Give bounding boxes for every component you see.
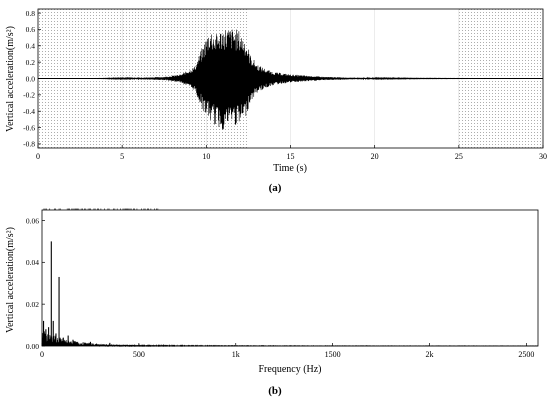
noise-trace bbox=[41, 331, 539, 348]
y-tick-label: 0.02 bbox=[26, 300, 39, 309]
y-tick-label: -0.6 bbox=[23, 123, 35, 132]
x-tick-label: 0 bbox=[36, 152, 40, 161]
y-tick-label: 0.6 bbox=[26, 25, 36, 34]
x-tick-label: 10 bbox=[202, 152, 210, 161]
x-tick-label: 30 bbox=[539, 152, 547, 161]
x-axis-label: Frequency (Hz) bbox=[258, 364, 321, 375]
x-tick-label: 20 bbox=[371, 152, 379, 161]
chart-a: 0 5 10 15 20 25 30 -0.8 -0.6 -0.4 -0.2 0.0 0.2 0.4 0.… bbox=[5, 8, 547, 194]
x-tick-label: 500 bbox=[133, 350, 145, 359]
plot-frame bbox=[41, 209, 539, 347]
x-tick-label: 2500 bbox=[518, 350, 534, 359]
y-tick-label: 0.06 bbox=[26, 216, 39, 225]
y-tick-label: 0.04 bbox=[26, 258, 39, 267]
spectrum-peaks bbox=[42, 241, 140, 346]
y-tick-label: -0.4 bbox=[23, 107, 35, 116]
x-axis-label: Time (s) bbox=[273, 163, 307, 174]
y-axis-ticks: 0.00 0.02 0.04 0.06 bbox=[26, 216, 45, 351]
y-axis-label: Vertical acceleration(m/s²) bbox=[5, 227, 16, 333]
x-tick-label: 25 bbox=[455, 152, 463, 161]
x-tick-label: 1500 bbox=[325, 350, 341, 359]
y-axis-ticks: -0.8 -0.6 -0.4 -0.2 0.0 0.2 0.4 0.6 0.8 bbox=[23, 9, 41, 149]
y-tick-label: 0.2 bbox=[26, 58, 36, 67]
x-tick-label: 0 bbox=[40, 350, 44, 359]
x-tick-label: 5 bbox=[120, 152, 124, 161]
y-tick-label: 0.8 bbox=[26, 9, 36, 18]
panel-label: (b) bbox=[268, 385, 282, 397]
y-tick-label: 0.0 bbox=[26, 74, 36, 83]
x-axis-ticks: 0 500 1k 1500 2k 2500 bbox=[40, 343, 534, 359]
y-tick-label: -0.2 bbox=[23, 91, 35, 100]
x-tick-label: 15 bbox=[287, 152, 295, 161]
chart-b: 0 500 1k 1500 2k 2500 0.00 0.02 0.04 0.06 Freque… bbox=[5, 208, 539, 397]
panel-label: (a) bbox=[269, 182, 282, 194]
x-tick-label: 1k bbox=[232, 350, 240, 359]
y-axis-label: Vertical acceleration(m/s²) bbox=[5, 26, 16, 132]
y-tick-label: 0.4 bbox=[26, 42, 36, 51]
x-axis-ticks: 0 5 10 15 20 25 30 bbox=[36, 145, 547, 161]
y-tick-label: -0.8 bbox=[23, 140, 35, 149]
y-tick-label: 0.00 bbox=[26, 342, 39, 351]
noise-floor bbox=[41, 331, 539, 348]
x-tick-label: 2k bbox=[426, 350, 434, 359]
